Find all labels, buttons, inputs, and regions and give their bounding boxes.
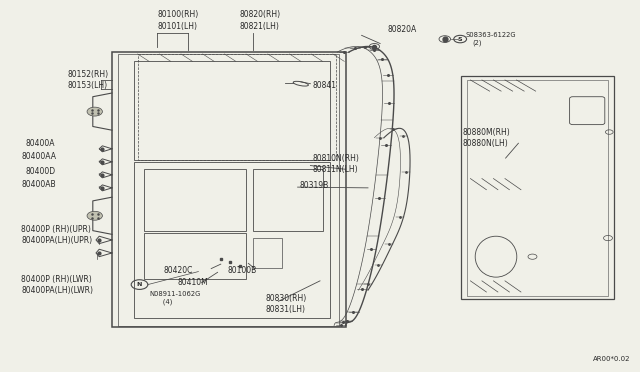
Text: S: S (458, 36, 463, 42)
Text: 80820(RH)
80821(LH): 80820(RH) 80821(LH) (240, 10, 281, 31)
Circle shape (87, 211, 102, 220)
Text: 80841: 80841 (312, 81, 337, 90)
Text: 80420C: 80420C (163, 266, 193, 275)
Text: AR00*0.02: AR00*0.02 (593, 356, 630, 362)
Text: 80400AB: 80400AB (21, 180, 56, 189)
Text: 80400P (RH)(LWR)
80400PA(LH)(LWR): 80400P (RH)(LWR) 80400PA(LH)(LWR) (21, 275, 93, 295)
Text: 80400D: 80400D (26, 167, 56, 176)
Text: 80319B: 80319B (300, 181, 329, 190)
Text: 80152(RH)
80153(LH): 80152(RH) 80153(LH) (67, 70, 108, 90)
Text: 80410M: 80410M (178, 278, 209, 287)
Text: 80820A: 80820A (387, 25, 417, 34)
Text: 80830(RH)
80831(LH): 80830(RH) 80831(LH) (266, 294, 307, 314)
Text: N: N (137, 282, 142, 287)
Text: N08911-1062G
      (4): N08911-1062G (4) (150, 291, 201, 305)
Text: 80400P (RH)(UPR)
80400PA(LH)(UPR): 80400P (RH)(UPR) 80400PA(LH)(UPR) (21, 225, 92, 245)
Text: S08363-6122G: S08363-6122G (466, 32, 516, 38)
Text: 80400A: 80400A (26, 139, 55, 148)
Text: 80400AA: 80400AA (21, 153, 56, 161)
Text: (2): (2) (472, 39, 482, 46)
Text: 80100B: 80100B (227, 266, 257, 275)
Text: 80880M(RH)
80880N(LH): 80880M(RH) 80880N(LH) (463, 128, 511, 148)
Circle shape (87, 107, 102, 116)
Text: 80810N(RH)
80811N(LH): 80810N(RH) 80811N(LH) (312, 154, 359, 174)
Text: 80100(RH)
80101(LH): 80100(RH) 80101(LH) (157, 10, 198, 31)
